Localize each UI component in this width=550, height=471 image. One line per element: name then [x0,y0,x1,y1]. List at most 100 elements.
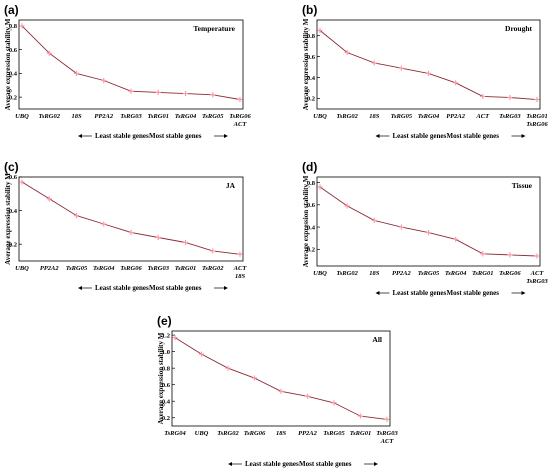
plot-frame [316,19,541,110]
chart-panel-4: (d) Tissue Average expression stability M0… [302,160,548,297]
x-tick-label: TsRG02 [39,113,61,120]
data-point [278,388,284,394]
x-tick-label: PP2A2 [298,430,318,437]
data-point [46,196,52,202]
data-point [344,203,350,209]
plot-frame [18,176,244,262]
left-arrow-head [78,134,82,138]
panel-label: (e) [157,314,172,328]
panel-label: (d) [302,160,317,174]
y-axis-label: Average expression stability M [302,18,310,110]
x-tick-label: TsRG04 [164,430,186,437]
y-tick-label: 0.4 [9,71,18,78]
least-stable-label: Least stable genes [95,132,149,140]
y-tick-label: 0.6 [162,382,171,389]
y-tick-label: 0.8 [307,180,316,187]
y-tick-label: 1.0 [162,349,170,356]
data-point [384,416,390,422]
y-tick-label: 1.2 [162,332,170,339]
right-arrow-head [374,462,378,466]
data-point [425,70,432,76]
data-point [453,80,459,86]
chart-panel-5: (e) All Average expression stability M0.2 0… [157,314,398,468]
data-point [155,234,161,241]
x-tick-label: TsRG03 [148,265,170,272]
x-tick-label: UBQ [313,113,327,120]
right-arrow-head [521,291,526,295]
x-tick-label: PP2A2 [40,265,60,272]
x-tick-label: TsRG05 [391,113,413,120]
data-point [73,70,80,76]
x-tick-label: TsRG05 [202,113,224,120]
data-point [317,27,323,34]
data-point [198,351,205,357]
condition-label: Temperature [193,24,235,33]
x-tick-label: TsRG04 [93,265,115,272]
x-tick-label: TsRG03 [499,113,521,120]
y-tick-label: 0.6 [9,47,18,54]
data-point [128,229,134,236]
data-point [398,224,404,230]
data-point [182,90,189,97]
y-tick-label: 0.8 [162,365,171,372]
data-point [128,88,134,94]
data-point [480,251,486,257]
most-stable-label: Most stable genes [149,284,202,292]
plot-frame [316,176,541,267]
x-tick-label: TsRG06 [120,265,142,272]
right-arrow-head [224,134,228,138]
data-point [357,413,364,419]
data-point [317,184,323,190]
data-point [19,23,25,29]
y-axis-label: Average expression stability M [157,332,165,424]
data-point [344,49,350,56]
left-arrow-head [78,286,82,290]
data-point [425,230,432,236]
x-tick-label: PP2A2 [94,113,114,120]
condition-label: Tissue [512,181,533,190]
x-tick-label: TsRG01 [148,113,169,120]
least-stable-label: Least stable genes [245,460,299,468]
y-tick-label: 0.6 [307,54,316,61]
most-stable-label: Most stable genes [149,132,202,140]
x-tick-label: 18S [369,270,380,277]
data-point [507,252,513,258]
panel-label: (c) [4,160,19,174]
x-tick-label: PP2A2 [392,270,412,277]
most-stable-label: Most stable genes [447,132,500,140]
x-tick-label: ACT 18S [233,265,248,280]
x-tick-label: TsRG05 [323,430,345,437]
x-tick-label: TsRG06 ACT [229,113,251,128]
y-tick-label: 0.4 [9,208,18,215]
data-point [101,77,107,84]
most-stable-label: Most stable genes [299,460,352,468]
chart-panel-1: (a) Temperature Average expression stabili… [4,3,251,140]
x-tick-label: UBQ [15,265,29,272]
x-tick-label: UBQ [195,430,209,437]
least-stable-label: Least stable genes [393,132,447,140]
least-stable-label: Least stable genes [95,284,149,292]
data-point [371,60,377,66]
y-tick-label: 0.4 [162,398,171,405]
data-point [46,50,52,56]
x-tick-label: TsRG02 [217,430,239,437]
data-point [101,221,107,227]
condition-label: JA [226,181,236,190]
right-arrow-head [521,134,526,138]
x-tick-label: TsRG05 [418,270,440,277]
x-tick-label: PP2A2 [446,113,466,120]
y-tick-label: 0.2 [162,415,170,422]
left-arrow-head [375,291,380,295]
data-point [237,251,243,257]
x-tick-label: 18S [71,113,82,120]
panel-label: (a) [4,3,19,17]
data-point [507,94,513,101]
x-tick-label: 18S [276,430,287,437]
chart-panel-3: (c) JA Average expression stability M0.2 0.… [4,160,247,292]
x-tick-label: UBQ [15,113,29,120]
panel-label: (b) [302,3,317,17]
y-axis-label: Average expression stability M [4,18,12,110]
x-tick-label: TsRG03 ACT [376,430,398,445]
right-arrow-head [224,286,228,290]
